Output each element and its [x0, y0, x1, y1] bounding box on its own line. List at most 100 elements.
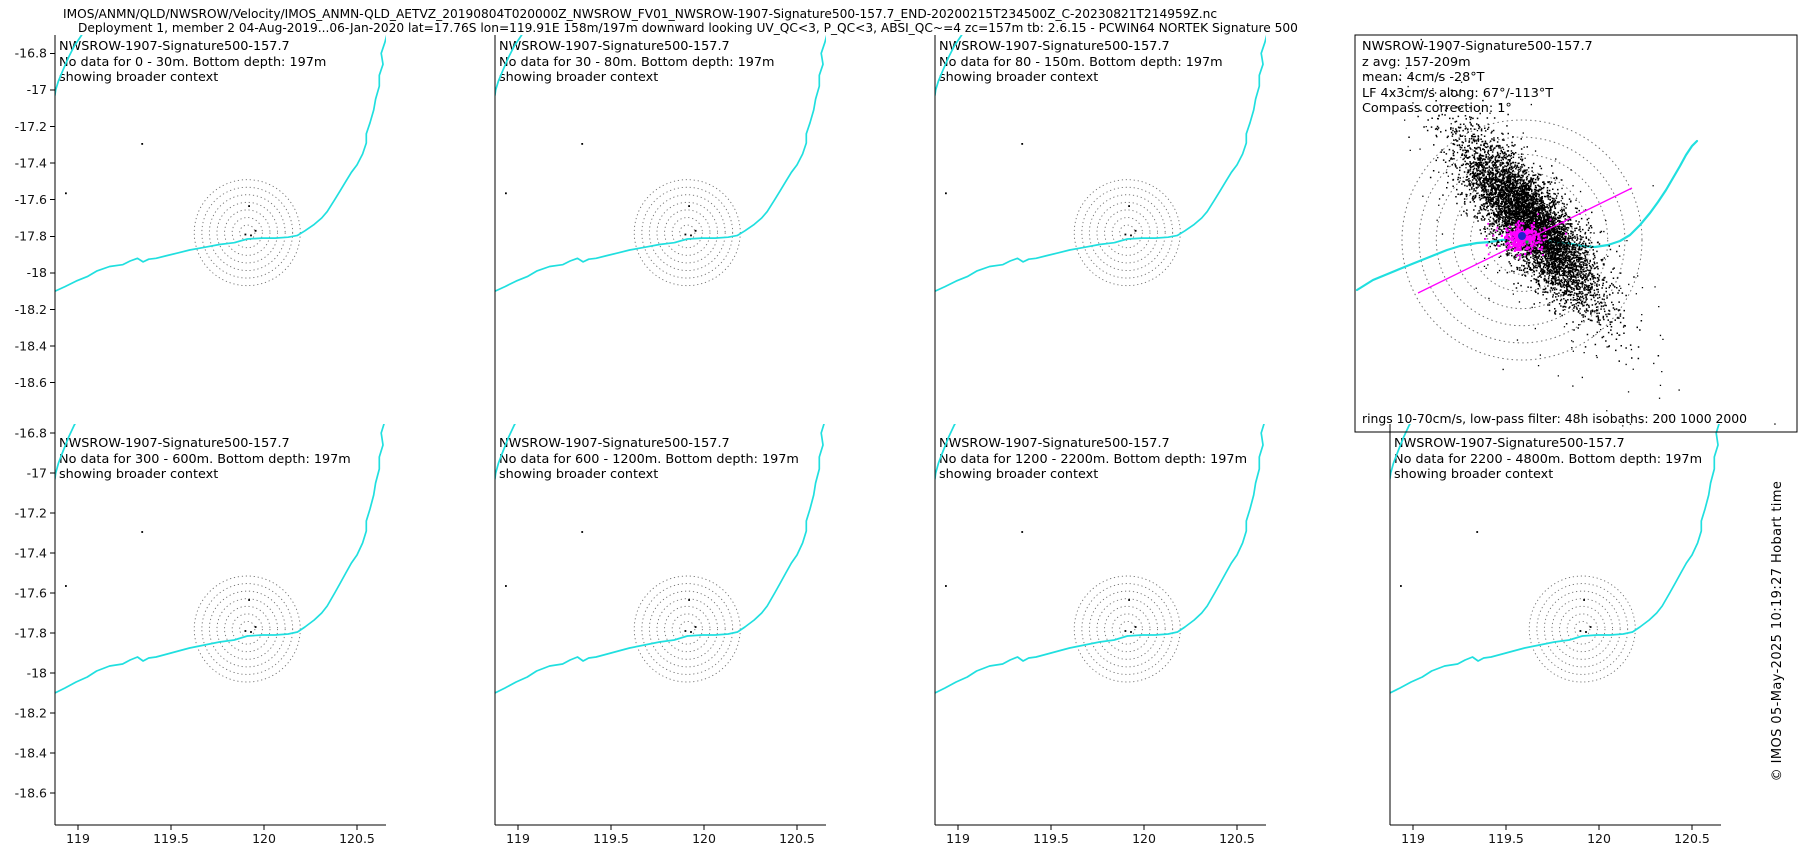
detail-panel-group	[1356, 38, 1776, 427]
speed-ring-circle	[1119, 620, 1136, 638]
speed-ring-circle	[671, 613, 703, 645]
annotation-line: mean: 4cm/s -28°T	[1362, 70, 1485, 86]
speed-ring-circle	[224, 605, 271, 653]
data-dot	[250, 631, 252, 633]
subplot-7-annotation: NWSROW-1907-Signature500-157.7 No data f…	[1394, 436, 1702, 483]
x-tick-label: 120.5	[779, 831, 815, 846]
y-tick-label: -18.2	[15, 302, 47, 317]
data-dot	[1583, 599, 1585, 601]
coastline-island-path	[935, 35, 963, 97]
data-dot	[945, 585, 947, 587]
data-dot	[1021, 143, 1024, 145]
y-tick-label: -17	[27, 465, 47, 480]
subplot-map-group	[55, 424, 385, 694]
data-dot	[250, 234, 252, 237]
speed-ring-circle	[679, 224, 696, 241]
y-tick-label: -18.4	[15, 338, 47, 353]
figure-title: IMOS/ANMN/QLD/NWSROW/Velocity/IMOS_ANMN-…	[63, 7, 1218, 21]
coastline-island-path	[55, 35, 83, 97]
speed-ring-circle	[1073, 179, 1181, 287]
speed-ring-circle	[231, 217, 263, 249]
speed-ring-circle	[1418, 136, 1626, 344]
annotation-line: NWSROW-1907-Signature500-157.7	[1362, 39, 1593, 54]
x-tick-label: 120	[252, 831, 276, 846]
data-dot	[688, 205, 690, 207]
speed-ring-circle	[648, 194, 726, 271]
y-tick-label: -16.8	[15, 425, 47, 440]
coastline-island-path	[1390, 424, 1411, 480]
data-dot	[1134, 229, 1137, 232]
x-tick-label: 120.5	[339, 831, 375, 846]
data-dot	[505, 585, 507, 587]
speed-ring-circle	[239, 620, 256, 638]
speed-ring-circle	[1096, 598, 1159, 660]
annotation-line: No data for 80 - 150m. Bottom depth: 197…	[939, 54, 1223, 70]
speed-ring-circle	[1073, 575, 1181, 683]
data-dot	[248, 599, 250, 601]
speed-ring-circle	[208, 590, 286, 668]
x-tick-label: 119	[66, 831, 90, 846]
annotation-line: NWSROW-1907-Signature500-157.7	[499, 436, 730, 451]
y-tick-label: -17	[27, 82, 47, 97]
data-dot	[1128, 205, 1130, 207]
data-dot	[1128, 599, 1130, 601]
y-tick-label: -17.2	[15, 119, 47, 134]
annotation-line: showing broader context	[59, 70, 219, 86]
mean-marker-blue	[1518, 232, 1526, 240]
speed-ring-circle	[193, 575, 301, 683]
x-tick-label: 120	[1132, 831, 1156, 846]
coastline-path	[1390, 424, 1720, 694]
speed-ring-circle	[641, 186, 734, 279]
annotation-line: No data for 30 - 80m. Bottom depth: 197m	[499, 54, 775, 70]
coastline-path	[55, 35, 386, 293]
x-tick-label: 120	[1587, 831, 1611, 846]
subplot-2-annotation: NWSROW-1907-Signature500-157.7 No data f…	[939, 39, 1223, 86]
speed-ring-circle	[1111, 217, 1143, 249]
subplot-map-group	[495, 424, 825, 694]
speed-ring-circle	[1536, 583, 1629, 675]
speed-ring-circle	[1551, 598, 1614, 660]
speed-ring-circle	[1435, 153, 1609, 327]
detail-panel-box	[1354, 34, 1798, 433]
x-tick-label: 119.5	[593, 831, 629, 846]
speed-ring-circle	[633, 575, 741, 683]
data-dot	[690, 631, 692, 633]
data-dot	[690, 234, 692, 237]
subplot-6-annotation: NWSROW-1907-Signature500-157.7 No data f…	[939, 436, 1247, 483]
speed-ring-circle	[231, 613, 263, 645]
subplot-map-group	[935, 35, 1266, 293]
data-dot	[1130, 234, 1132, 237]
speed-ring-circle	[216, 598, 279, 660]
annotation-line: No data for 0 - 30m. Bottom depth: 197m	[59, 54, 327, 70]
marker-green	[1525, 240, 1529, 244]
speed-ring-circle	[193, 179, 301, 287]
data-dot	[248, 205, 250, 207]
annotation-line: No data for 300 - 600m. Bottom depth: 19…	[59, 451, 351, 467]
data-dot	[684, 233, 687, 236]
data-dot	[254, 626, 257, 628]
speed-ring-circle	[1104, 209, 1151, 256]
y-tick-label: -17.8	[15, 625, 47, 640]
data-dot	[244, 630, 247, 632]
speed-ring-circle	[1096, 201, 1159, 264]
speed-ring-circle	[671, 217, 703, 249]
annotation-line: LF 4x3cm/s along: 67°/-113°T	[1362, 85, 1554, 101]
annotation-line: showing broader context	[499, 467, 659, 483]
subplot-1-annotation: NWSROW-1907-Signature500-157.7 No data f…	[499, 39, 774, 86]
data-dot	[65, 192, 67, 195]
y-tick-label: -17.6	[15, 585, 47, 600]
annotation-line: NWSROW-1907-Signature500-157.7	[59, 39, 290, 54]
y-tick-label: -17.2	[15, 505, 47, 520]
coastline-island-path	[495, 35, 523, 97]
annotation-line: z avg: 157-209m	[1362, 54, 1471, 70]
data-dot	[141, 143, 144, 145]
data-dot	[65, 585, 67, 587]
data-dot	[688, 599, 690, 601]
x-tick-label: 119	[946, 831, 970, 846]
speed-ring-circle	[1081, 583, 1174, 675]
annotation-line: showing broader context	[1394, 467, 1554, 483]
data-dot	[1585, 631, 1587, 633]
speed-ring-circle	[664, 209, 711, 256]
y-tick-label: -17.4	[15, 155, 47, 170]
speed-ring-circle	[216, 201, 279, 264]
